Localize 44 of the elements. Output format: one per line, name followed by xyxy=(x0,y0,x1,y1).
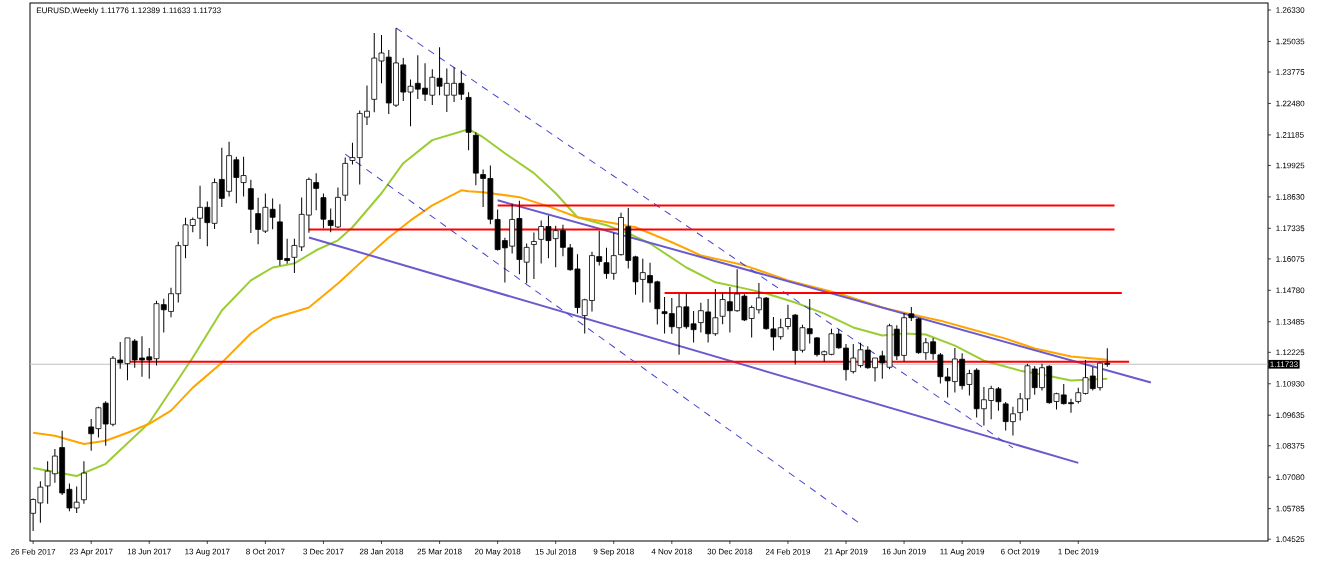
y-tick-label: 1.04525 xyxy=(1276,536,1305,543)
x-tick-label: 28 Jan 2018 xyxy=(359,548,404,555)
x-tick-label: 15 Jul 2018 xyxy=(535,548,577,555)
x-tick-label: 18 Jun 2017 xyxy=(127,548,171,555)
y-tick-label: 1.21185 xyxy=(1276,132,1304,138)
x-tick-label: 21 Apr 2019 xyxy=(824,548,868,556)
y-tick-label: 1.16075 xyxy=(1276,256,1305,262)
y-tick-label: 1.18630 xyxy=(1276,194,1305,200)
y-tick-label: 1.07080 xyxy=(1276,474,1305,481)
y-tick-label: 1.08375 xyxy=(1276,442,1305,449)
y-tick-label: 1.12225 xyxy=(1276,349,1305,356)
x-tick-label: 11 Aug 2019 xyxy=(940,548,985,556)
chart-title: EURUSD,Weekly 1.11776 1.12389 1.11633 1.11733 xyxy=(36,7,221,15)
y-tick-label: 1.13485 xyxy=(1276,318,1305,325)
y-tick-label: 1.05785 xyxy=(1276,505,1305,512)
x-tick-label: 6 Oct 2019 xyxy=(1001,548,1040,555)
x-tick-label: 9 Sep 2018 xyxy=(593,548,634,556)
x-tick-label: 4 Nov 2018 xyxy=(651,548,692,555)
candlestick xyxy=(320,193,327,229)
y-tick-label: 1.25035 xyxy=(1276,38,1305,45)
x-tick-label: 23 Apr 2017 xyxy=(69,548,113,556)
x-tick-label: 24 Feb 2019 xyxy=(765,548,811,555)
x-tick-label: 1 Dec 2019 xyxy=(1058,548,1099,555)
y-tick-label: 1.10930 xyxy=(1276,380,1305,387)
y-tick-label: 1.09635 xyxy=(1276,412,1305,419)
y-tick-label: 1.19925 xyxy=(1276,162,1305,169)
candlestick xyxy=(247,179,254,234)
ref-line-label: 1.11733 xyxy=(1270,361,1298,368)
x-tick-label: 20 May 2018 xyxy=(474,548,521,556)
x-tick-label: 30 Dec 2018 xyxy=(707,548,753,555)
x-tick-label: 26 Feb 2017 xyxy=(11,548,56,555)
candlestick xyxy=(531,232,537,280)
x-tick-label: 8 Oct 2017 xyxy=(246,548,285,555)
line-series xyxy=(32,128,1109,477)
y-tick-label: 1.23775 xyxy=(1276,69,1305,75)
x-tick-label: 16 Jun 2019 xyxy=(882,548,926,555)
line-series xyxy=(32,189,1109,445)
y-tick-label: 1.26330 xyxy=(1276,7,1305,13)
x-tick-label: 3 Dec 2017 xyxy=(303,548,344,555)
y-tick-label: 1.14780 xyxy=(1276,287,1305,294)
y-tick-label: 1.22480 xyxy=(1276,100,1305,107)
y-tick-label: 1.17335 xyxy=(1276,225,1305,232)
x-tick-label: 13 Aug 2017 xyxy=(185,548,230,556)
x-tick-label: 25 Mar 2018 xyxy=(417,548,462,555)
